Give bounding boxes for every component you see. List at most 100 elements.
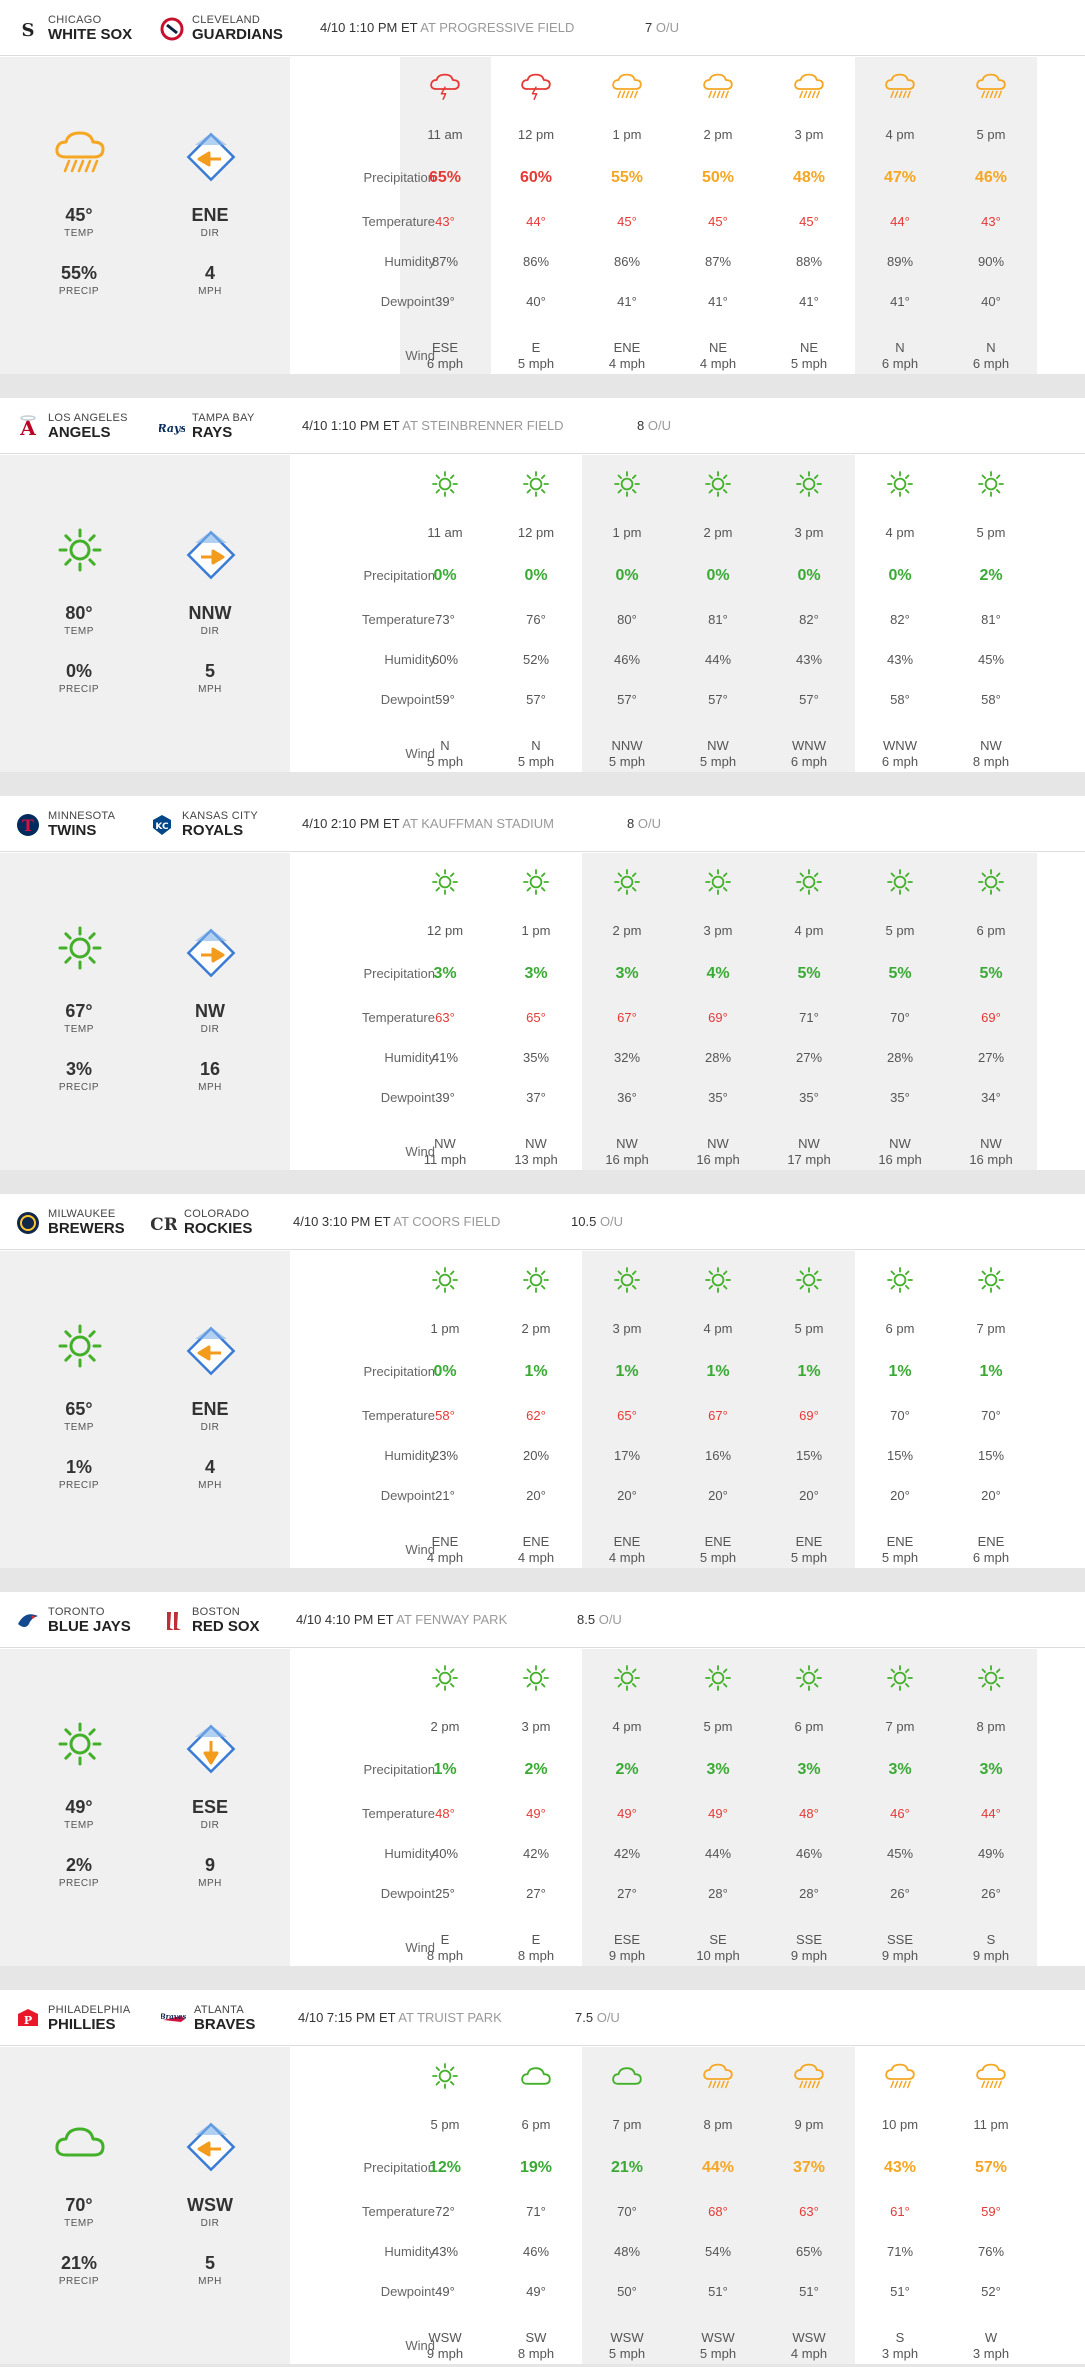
guardians-logo (158, 15, 186, 43)
hour-time: 1 pm (612, 127, 642, 142)
game-card: TORONTO BLUE JAYS BOSTON RED SOX 4/10 4:10 P… (0, 1592, 1085, 1966)
hour-time: 11 am (427, 127, 463, 142)
cloud-icon (518, 2061, 554, 2091)
sun-icon (50, 923, 110, 973)
summary-dir-value: ESE (191, 1797, 229, 1817)
rain-icon (609, 71, 645, 101)
game-hours-shade (582, 1649, 1037, 1966)
team-name: TWINS (48, 821, 97, 839)
away-team[interactable]: TORONTO BLUE JAYS (14, 1604, 131, 1638)
row-label-precipitation: Precipitation (363, 170, 435, 185)
game-body: 65° TEMP ENE DIR 1% PRECIP 4 MPH Precipitation Te… (0, 1251, 1085, 1568)
svg-text:A: A (19, 416, 36, 440)
hour-time: 5 pm (430, 2117, 460, 2132)
hour-dewpoint: 39° (435, 1090, 455, 1105)
hour-dewpoint: 40° (526, 294, 546, 309)
row-label-humidity: Humidity (384, 2244, 435, 2259)
home-team[interactable]: BOSTON RED SOX (158, 1604, 260, 1638)
team-name-block: COLORADO ROCKIES (184, 1209, 252, 1236)
cloud-icon (50, 2117, 110, 2167)
away-team[interactable]: S CHICAGO WHITE SOX (14, 12, 133, 46)
brewers-logo (14, 1209, 42, 1237)
away-team[interactable]: T MINNESOTA TWINS (14, 808, 115, 842)
hour-temperature: 80° (617, 612, 637, 627)
row-label-wind: Wind (405, 1542, 435, 1557)
hour-wind-speed: 5 mph (517, 356, 555, 371)
row-label-precipitation: Precipitation (363, 1762, 435, 1777)
hour-wind-direction: SSE (886, 1932, 913, 1947)
hour-temperature: 58° (435, 1408, 455, 1423)
game-venue: AT PROGRESSIVE FIELD (420, 20, 575, 35)
game-hours-shade (400, 57, 491, 374)
game-body: 67° TEMP NW DIR 3% PRECIP 16 MPH Precipitation Te… (0, 853, 1085, 1170)
hour-humidity: 27% (977, 1050, 1005, 1065)
hour-temperature: 61° (890, 2204, 910, 2219)
team-city: ATLANTA (194, 2004, 244, 2017)
home-team[interactable]: KC KANSAS CITY ROYALS (148, 808, 258, 842)
sun-icon (973, 1265, 1009, 1295)
hour-precipitation: 0% (615, 567, 639, 584)
sun-icon (700, 469, 736, 499)
summary-dir-value: ENE (191, 1399, 229, 1419)
hour-wind-direction: ENE (522, 1534, 550, 1549)
game-datetime: 4/10 4:10 PM ET (296, 1612, 394, 1627)
game-datetime: 4/10 2:10 PM ET (302, 816, 400, 831)
game-header: T MINNESOTA TWINS KC KANSAS CITY ROYALS 4/10 2… (0, 796, 1085, 852)
team-city: COLORADO (184, 1208, 250, 1221)
hour-dewpoint: 49° (526, 2284, 546, 2299)
away-team[interactable]: P PHILADELPHIA PHILLIES (14, 2002, 130, 2036)
summary-dir-label: DIR (200, 626, 220, 637)
hour-precipitation: 1% (797, 1363, 821, 1380)
team-name-block: PHILADELPHIA PHILLIES (48, 2005, 130, 2032)
row-label-temperature: Temperature (362, 2204, 435, 2219)
away-team[interactable]: MILWAUKEE BREWERS (14, 1206, 125, 1240)
hour-precipitation: 2% (615, 1761, 639, 1778)
summary-temp-value: 70° (65, 2195, 93, 2215)
hour-humidity: 28% (704, 1050, 732, 1065)
blue-jays-logo (14, 1607, 42, 1635)
away-team[interactable]: A LOS ANGELES ANGELS (14, 410, 128, 444)
row-label-dewpoint: Dewpoint (380, 692, 435, 707)
hour-wind-speed: 5 mph (699, 754, 737, 769)
hour-humidity: 76% (977, 2244, 1005, 2259)
home-team[interactable]: Braves ATLANTA BRAVES (160, 2002, 255, 2036)
hour-wind-speed: 6 mph (426, 356, 464, 371)
hour-time: 7 pm (612, 2117, 642, 2132)
hour-wind-direction: SW (525, 2330, 547, 2345)
sun-icon (973, 469, 1009, 499)
summary-temp-value: 65° (65, 1399, 93, 1419)
home-team[interactable]: CR COLORADO ROCKIES (150, 1206, 252, 1240)
hour-wind-speed: 3 mph (881, 2346, 919, 2361)
hour-humidity: 15% (795, 1448, 823, 1463)
hour-wind-speed: 6 mph (790, 754, 828, 769)
hour-wind-speed: 9 mph (972, 1948, 1010, 1963)
over-under-value: 8.5 (577, 1612, 596, 1627)
wind-direction-diamond-icon (183, 925, 239, 981)
home-team[interactable]: CLEVELAND GUARDIANS (158, 12, 283, 46)
game-hours-shade (582, 853, 1037, 1170)
storm-icon (518, 71, 554, 101)
hour-wind-speed: 8 mph (426, 1948, 464, 1963)
rain-icon (882, 2061, 918, 2091)
hour-wind-direction: ENE (613, 340, 641, 355)
hour-wind-direction: WSW (428, 2330, 462, 2345)
summary-precip-value: 3% (65, 1059, 92, 1079)
hour-humidity: 46% (522, 2244, 550, 2259)
hour-wind-speed: 4 mph (517, 1550, 555, 1565)
summary-temp-value: 80° (65, 603, 93, 623)
hour-wind-direction: ENE (795, 1534, 823, 1549)
team-name-block: LOS ANGELES ANGELS (48, 413, 128, 440)
hour-temperature: 44° (526, 214, 546, 229)
hour-wind-speed: 5 mph (790, 1550, 828, 1565)
team-name: PHILLIES (48, 2015, 116, 2033)
hour-precipitation: 0% (797, 567, 821, 584)
hour-time: 3 pm (794, 127, 824, 142)
hour-time: 5 pm (885, 923, 915, 938)
game-header: P PHILADELPHIA PHILLIES Braves ATLANTA BRAVES… (0, 1990, 1085, 2046)
over-under: 10.5 O/U (571, 1214, 623, 1229)
team-name: ANGELS (48, 423, 111, 441)
game-time: 4/10 1:10 PM ET AT STEINBRENNER FIELD (302, 418, 564, 433)
hour-time: 2 pm (703, 127, 733, 142)
team-city: MILWAUKEE (48, 1208, 116, 1221)
